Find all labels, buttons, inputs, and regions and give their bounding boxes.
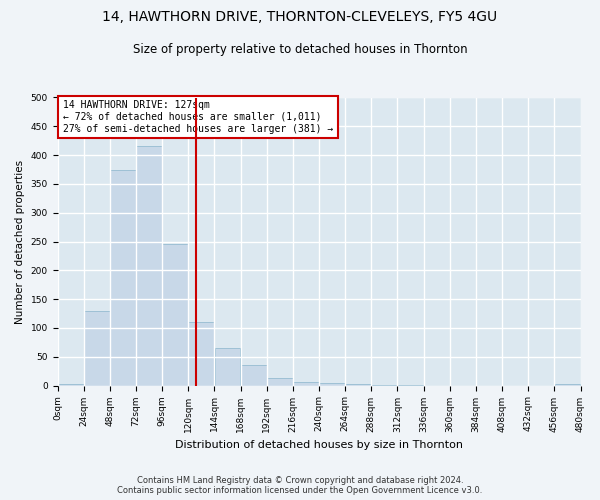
Text: Contains HM Land Registry data © Crown copyright and database right 2024.
Contai: Contains HM Land Registry data © Crown c…	[118, 476, 482, 495]
Bar	[162, 244, 188, 386]
Bar	[371, 385, 397, 386]
X-axis label: Distribution of detached houses by size in Thornton: Distribution of detached houses by size …	[175, 440, 463, 450]
Bar	[215, 348, 241, 386]
Bar	[319, 382, 345, 386]
Text: Size of property relative to detached houses in Thornton: Size of property relative to detached ho…	[133, 42, 467, 56]
Bar	[267, 378, 293, 386]
Bar	[241, 366, 266, 386]
Bar	[110, 170, 136, 386]
Text: 14, HAWTHORN DRIVE, THORNTON-CLEVELEYS, FY5 4GU: 14, HAWTHORN DRIVE, THORNTON-CLEVELEYS, …	[103, 10, 497, 24]
Bar	[554, 384, 580, 386]
Bar	[58, 384, 83, 386]
Bar	[346, 384, 371, 386]
Bar	[188, 322, 214, 386]
Y-axis label: Number of detached properties: Number of detached properties	[15, 160, 25, 324]
Bar	[136, 146, 162, 386]
Bar	[398, 385, 424, 386]
Bar	[293, 382, 319, 386]
Bar	[84, 310, 110, 386]
Text: 14 HAWTHORN DRIVE: 127sqm
← 72% of detached houses are smaller (1,011)
27% of se: 14 HAWTHORN DRIVE: 127sqm ← 72% of detac…	[63, 100, 333, 134]
